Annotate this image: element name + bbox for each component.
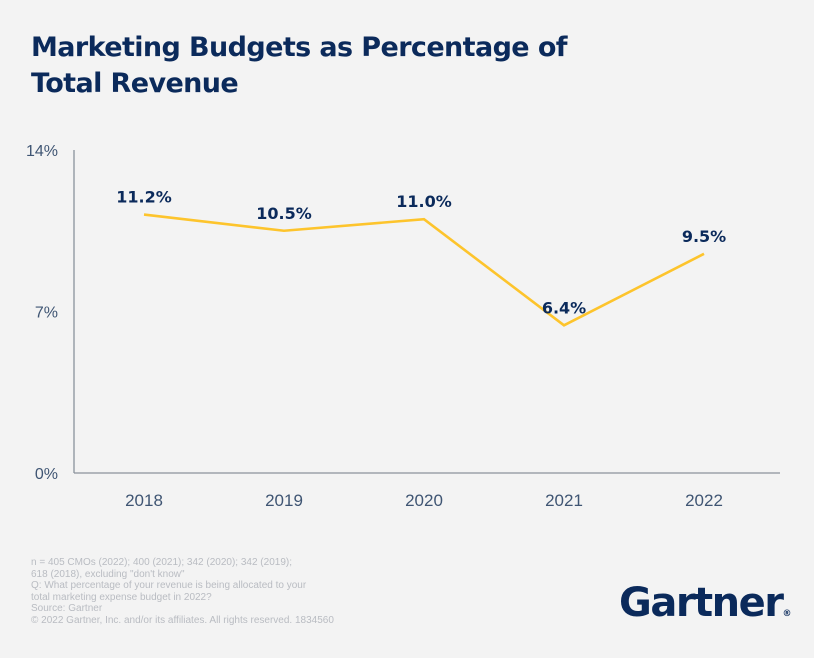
footnote-line: n = 405 CMOs (2022); 400 (2021); 342 (20… [31, 557, 292, 568]
data-label: 10.5% [256, 204, 312, 223]
data-label: 11.0% [396, 192, 452, 211]
data-label: 11.2% [116, 188, 172, 207]
chart-title: Marketing Budgets as Percentage of Total… [31, 30, 651, 102]
y-tick-label: 7% [35, 305, 58, 322]
x-tick-label: 2018 [125, 491, 163, 510]
x-tick-labels: 2018 2019 2020 2021 2022 [125, 491, 723, 510]
axes [73, 150, 780, 474]
data-label: 9.5% [682, 227, 726, 246]
x-tick-label: 2022 [685, 491, 723, 510]
registered-mark-icon: ® [782, 609, 792, 619]
footnote-line: © 2022 Gartner, Inc. and/or its affiliat… [31, 614, 334, 626]
data-labels: 11.2% 10.5% 11.0% 6.4% 9.5% [116, 188, 726, 318]
y-tick-label: 0% [35, 466, 58, 483]
logo-text: Gartner [619, 580, 784, 626]
chart-title-line-1: Marketing Budgets as Percentage of [31, 32, 568, 63]
chart-title-line-2: Total Revenue [31, 68, 239, 99]
gartner-logo: Gartner® [619, 580, 792, 626]
x-tick-label: 2021 [545, 491, 583, 510]
x-tick-label: 2019 [265, 491, 303, 510]
data-label: 6.4% [542, 298, 586, 317]
footnote-line: 618 (2018), excluding "don't know" [31, 568, 185, 580]
footnote-line: Source: Gartner [31, 603, 103, 615]
footnote-line: total marketing expense budget in 2022? [31, 591, 212, 603]
y-tick-labels: 0% 7% 14% [26, 143, 58, 483]
series-line [143, 213, 705, 327]
series [143, 213, 705, 327]
footnote-line: Q: What percentage of your revenue is be… [31, 580, 307, 592]
line-chart: 0%7%14% 2018 2019 2020 2021 2022 11.2%10.5%1… [26, 143, 780, 510]
y-tick-label: 14% [26, 143, 58, 160]
x-tick-label: 2020 [405, 491, 443, 510]
chart-footnote: n = 405 CMOs (2022); 400 (2021); 342 (20… [31, 557, 411, 627]
